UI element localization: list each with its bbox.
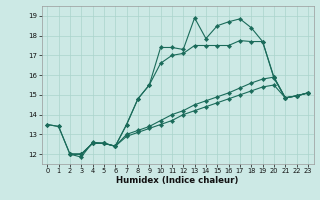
X-axis label: Humidex (Indice chaleur): Humidex (Indice chaleur) bbox=[116, 176, 239, 185]
